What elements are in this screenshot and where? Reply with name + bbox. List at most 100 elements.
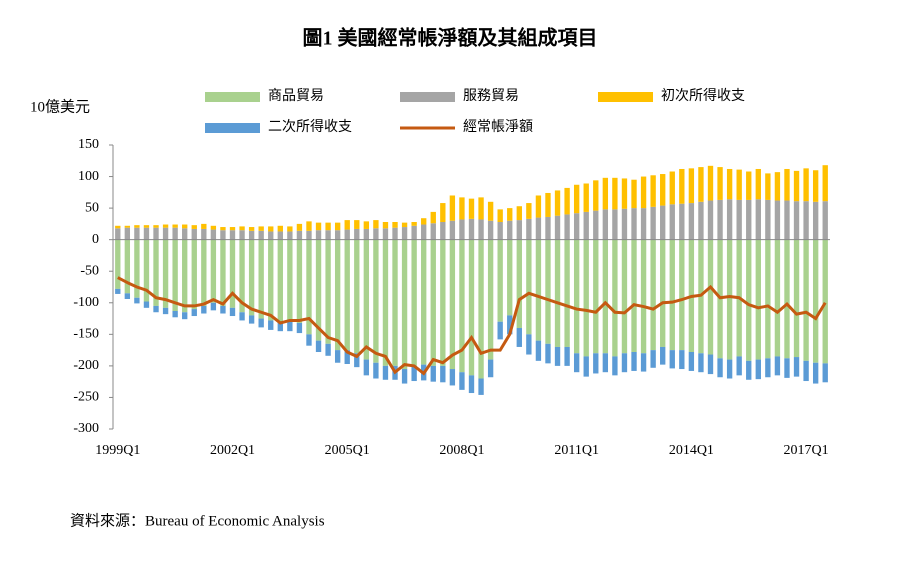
- bar-segment: [803, 360, 809, 382]
- bar-segment: [287, 321, 293, 332]
- bar-segment: [650, 350, 656, 368]
- bar-segment: [640, 176, 647, 209]
- bar-segment: [746, 239, 752, 361]
- bar-segment: [698, 201, 704, 240]
- bar-segment: [812, 239, 819, 363]
- bar-segment: [191, 309, 197, 317]
- bar-segment: [621, 353, 628, 373]
- bar-segment: [401, 239, 408, 370]
- bar-segment: [287, 231, 293, 240]
- bar-segment: [487, 239, 494, 360]
- bar-segment: [421, 224, 427, 240]
- bar-segment: [468, 218, 475, 240]
- x-tick-label: 2011Q1: [554, 443, 599, 458]
- bar-segment: [229, 239, 236, 308]
- bar-segment: [478, 197, 484, 220]
- bar-segment: [210, 239, 217, 303]
- bar-segment: [287, 226, 293, 232]
- bar-segment: [172, 224, 178, 228]
- bar-segment: [468, 198, 475, 219]
- bar-segment: [411, 365, 417, 382]
- bar-segment: [201, 239, 207, 306]
- y-tick-label: -50: [80, 263, 99, 278]
- bar-segment: [726, 199, 733, 240]
- bar-segment: [487, 220, 494, 240]
- bar-segment: [774, 200, 781, 240]
- bar-segment: [220, 239, 226, 306]
- bar-segment: [746, 360, 752, 380]
- bar-segment: [746, 171, 752, 200]
- bar-segment: [660, 205, 666, 240]
- y-tick-label: -100: [73, 295, 99, 310]
- bar-segment: [182, 312, 188, 320]
- bar-segment: [612, 209, 618, 240]
- bar-segment: [182, 224, 188, 229]
- bar-segment: [325, 239, 331, 344]
- legend-swatch: [598, 92, 653, 102]
- bar-segment: [468, 375, 475, 394]
- bar-segment: [726, 168, 733, 200]
- bar-segment: [210, 302, 217, 311]
- bar-segment: [115, 288, 121, 294]
- bar-segment: [363, 239, 370, 360]
- bar-segment: [573, 184, 580, 214]
- bar-segment: [736, 199, 742, 240]
- bar-segment: [554, 190, 561, 216]
- bar-segment: [650, 206, 656, 240]
- bar-segment: [401, 222, 408, 228]
- source-note: 資料來源：Bureau of Economic Analysis: [70, 512, 325, 529]
- x-tick-label: 2002Q1: [210, 443, 255, 458]
- bar-segment: [182, 228, 188, 240]
- bar-segment: [440, 203, 446, 222]
- bar-segment: [688, 203, 695, 240]
- y-tick-label: -250: [73, 390, 99, 405]
- bar-segment: [363, 221, 370, 229]
- bar-segment: [593, 180, 599, 211]
- bar-segment: [793, 357, 800, 377]
- bar-segment: [803, 168, 809, 202]
- x-tick-label: 2008Q1: [439, 443, 484, 458]
- bar-segment: [535, 217, 542, 240]
- bar-segment: [296, 223, 303, 231]
- bar-segment: [507, 239, 513, 316]
- bar-segment: [334, 350, 341, 363]
- bar-segment: [268, 239, 274, 321]
- line-series: [117, 276, 827, 376]
- y-tick-label: 100: [78, 169, 99, 184]
- bar-segment: [631, 208, 637, 240]
- bar-segment: [315, 230, 322, 240]
- y-tick-label: -200: [73, 358, 99, 373]
- bar-segment: [201, 223, 207, 229]
- bar-segment: [344, 229, 350, 240]
- bar-segment: [564, 239, 570, 347]
- bar-segment: [430, 239, 436, 366]
- bar-segment: [191, 225, 197, 229]
- bar-segment: [449, 239, 456, 370]
- bar-segment: [812, 201, 819, 240]
- bar-segment: [134, 225, 140, 228]
- bar-segment: [220, 230, 226, 240]
- y-tick-label: 0: [92, 232, 99, 247]
- bar-segment: [334, 230, 341, 240]
- bar-segment: [363, 359, 370, 376]
- bar-segment: [497, 239, 503, 322]
- bar-segment: [258, 230, 264, 240]
- bar-segment: [143, 225, 150, 228]
- bar-segment: [478, 378, 484, 395]
- bar-segment: [354, 220, 360, 229]
- bar-segment: [306, 239, 312, 335]
- bar-segment: [612, 356, 618, 376]
- bar-segment: [765, 239, 771, 359]
- bar-segment: [315, 239, 322, 341]
- bar-segment: [698, 353, 704, 373]
- bar-segment: [564, 187, 570, 215]
- legend-label: 商品貿易: [268, 88, 324, 104]
- bar-segment: [134, 227, 140, 240]
- bar-segment: [421, 239, 427, 365]
- legend-label: 初次所得收支: [661, 87, 745, 104]
- bar-segment: [707, 165, 714, 201]
- bar-segment: [803, 201, 809, 240]
- bar-segment: [143, 227, 150, 240]
- bar-segment: [516, 328, 522, 347]
